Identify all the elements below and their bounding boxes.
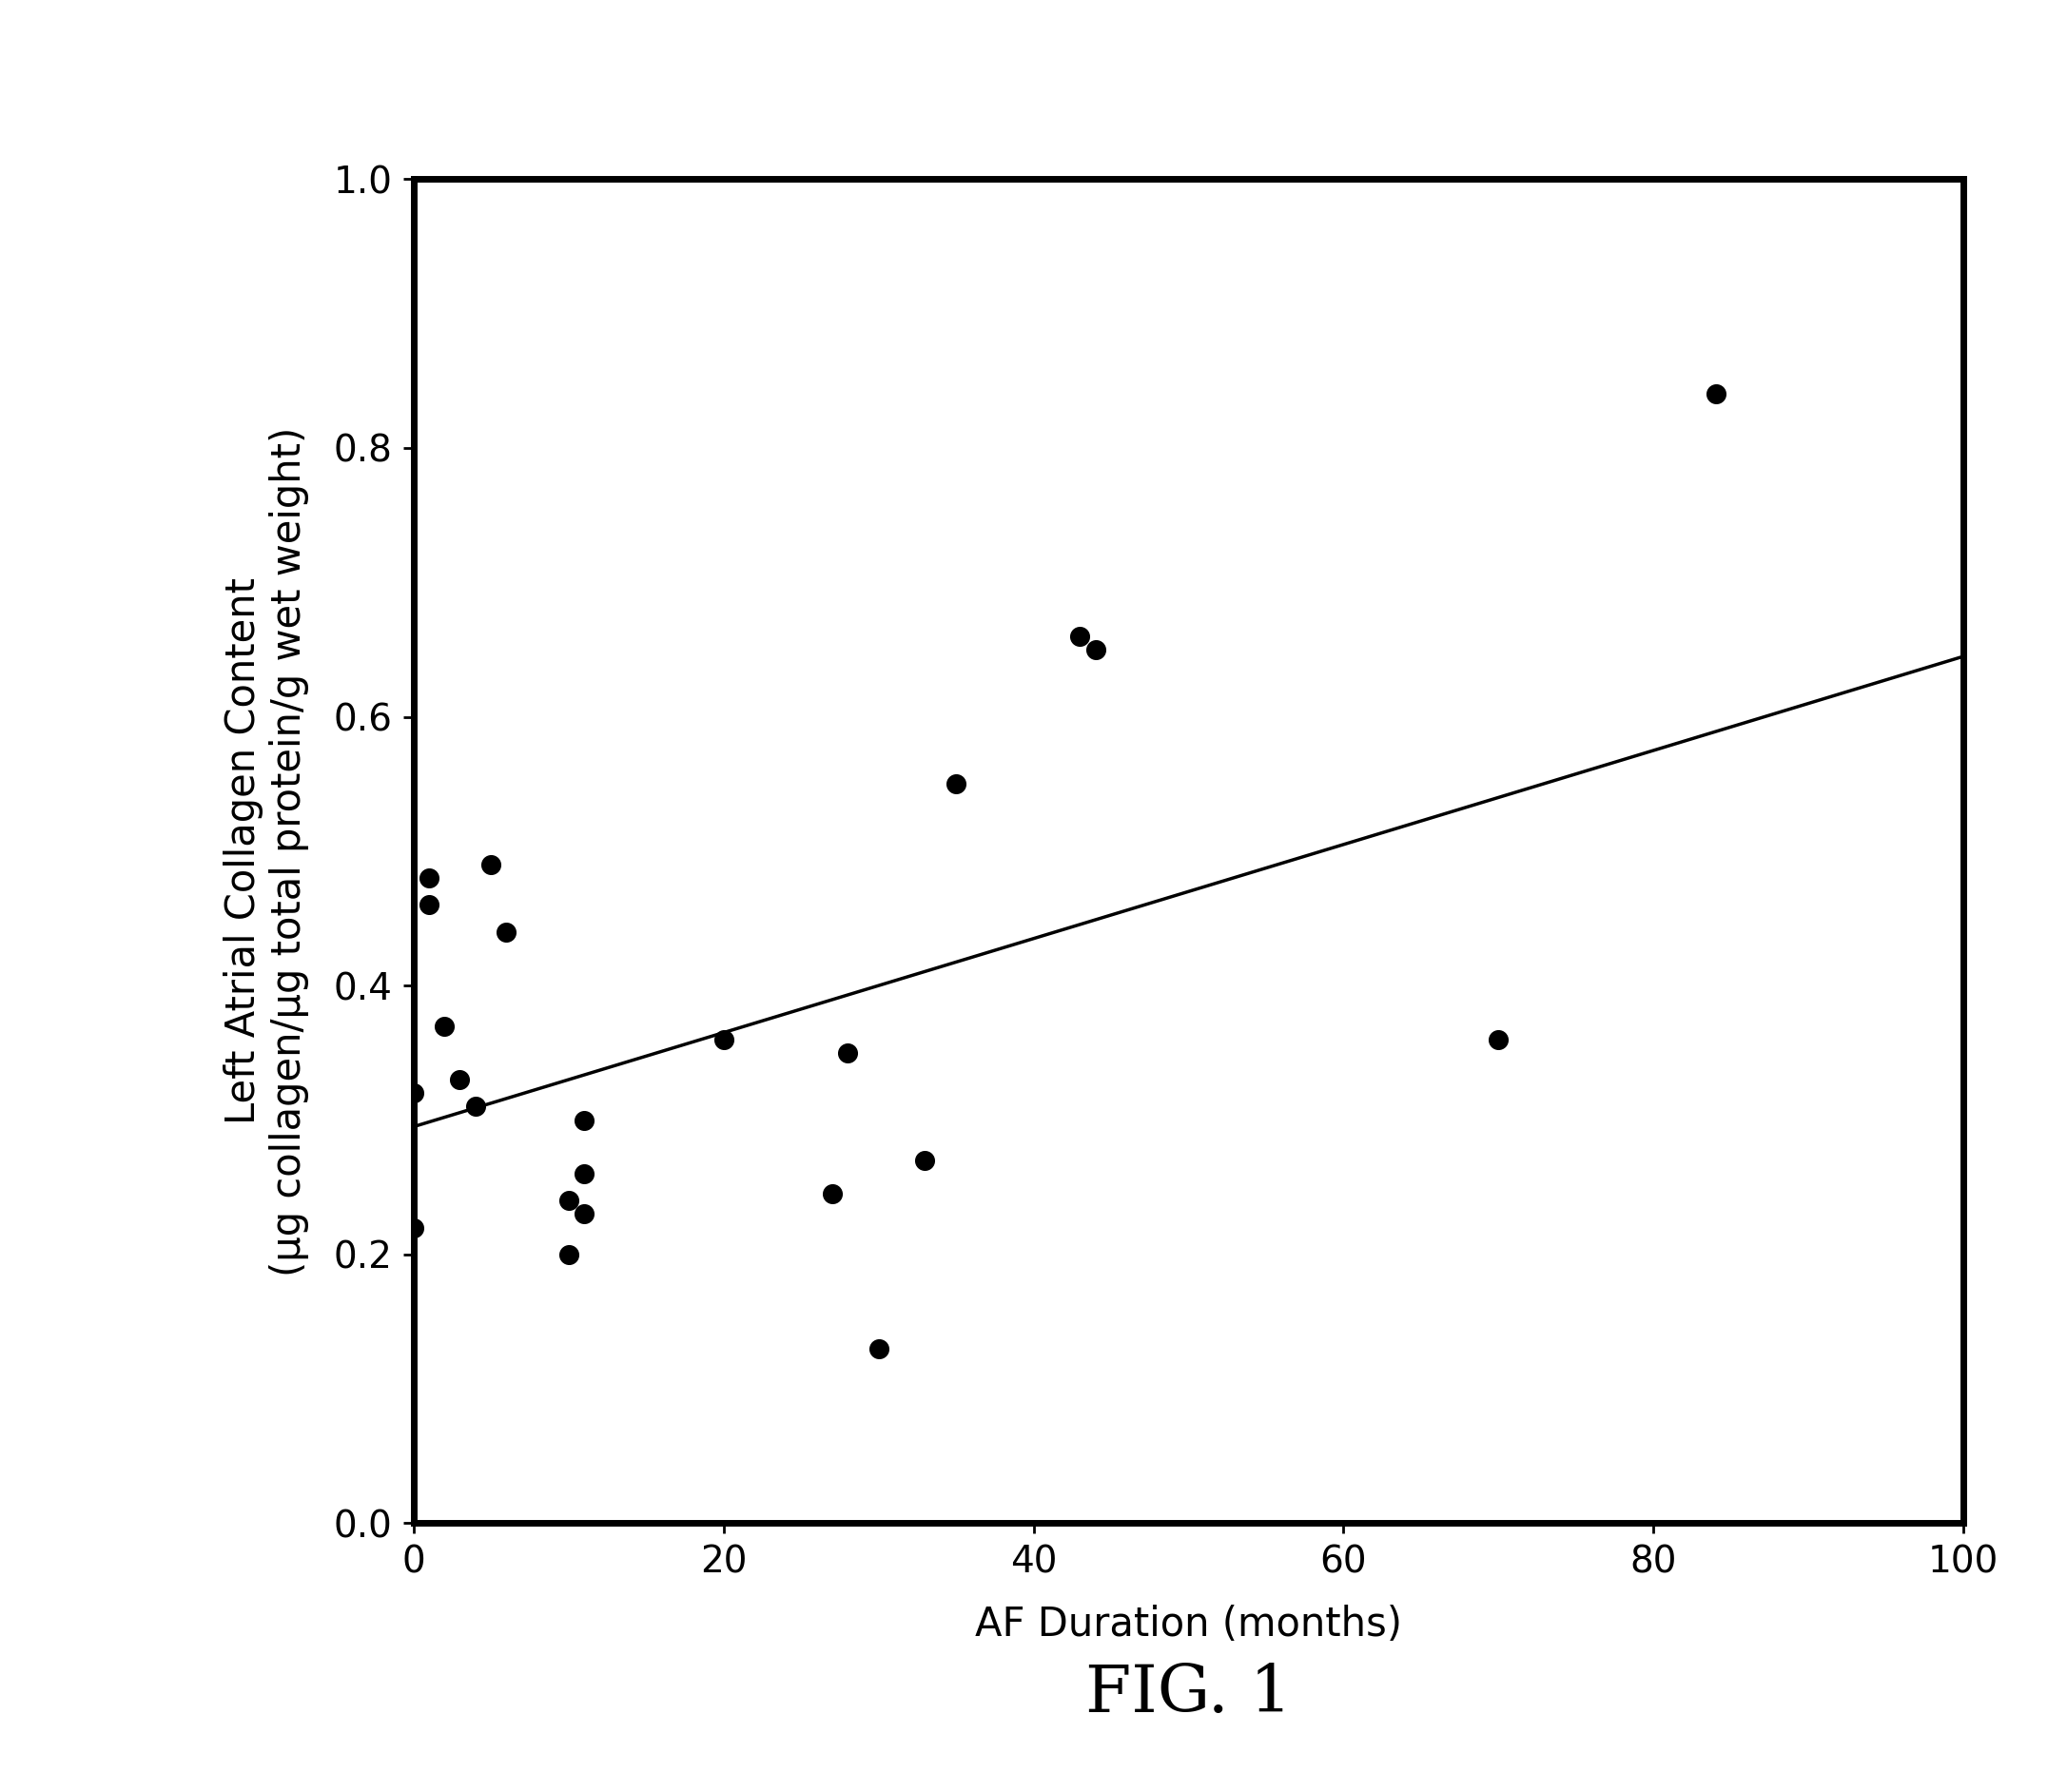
Point [428,1011,461,1039]
Point [1699,380,1732,409]
Point [552,1186,585,1215]
Point [442,1064,475,1093]
Point [1482,1025,1515,1054]
Point [862,1333,895,1364]
Point [566,1106,599,1134]
Point [1062,622,1096,650]
Point [413,864,446,892]
Point [909,1147,943,1176]
Point [814,1179,847,1208]
Y-axis label: Left Atrial Collagen Content
(μg collagen/μg total protein/g wet weight): Left Atrial Collagen Content (μg collage… [223,426,310,1276]
Point [413,891,446,919]
Point [397,1079,430,1107]
Point [397,1213,430,1242]
Point [552,1240,585,1269]
Point [566,1159,599,1188]
Point [473,851,508,880]
Point [938,769,974,797]
Point [1079,634,1112,663]
Point [831,1038,864,1066]
Text: FIG. 1: FIG. 1 [1085,1661,1292,1726]
Point [459,1091,492,1122]
Point [707,1025,740,1054]
Point [490,918,523,946]
X-axis label: AF Duration (months): AF Duration (months) [976,1604,1401,1645]
Point [566,1201,599,1229]
